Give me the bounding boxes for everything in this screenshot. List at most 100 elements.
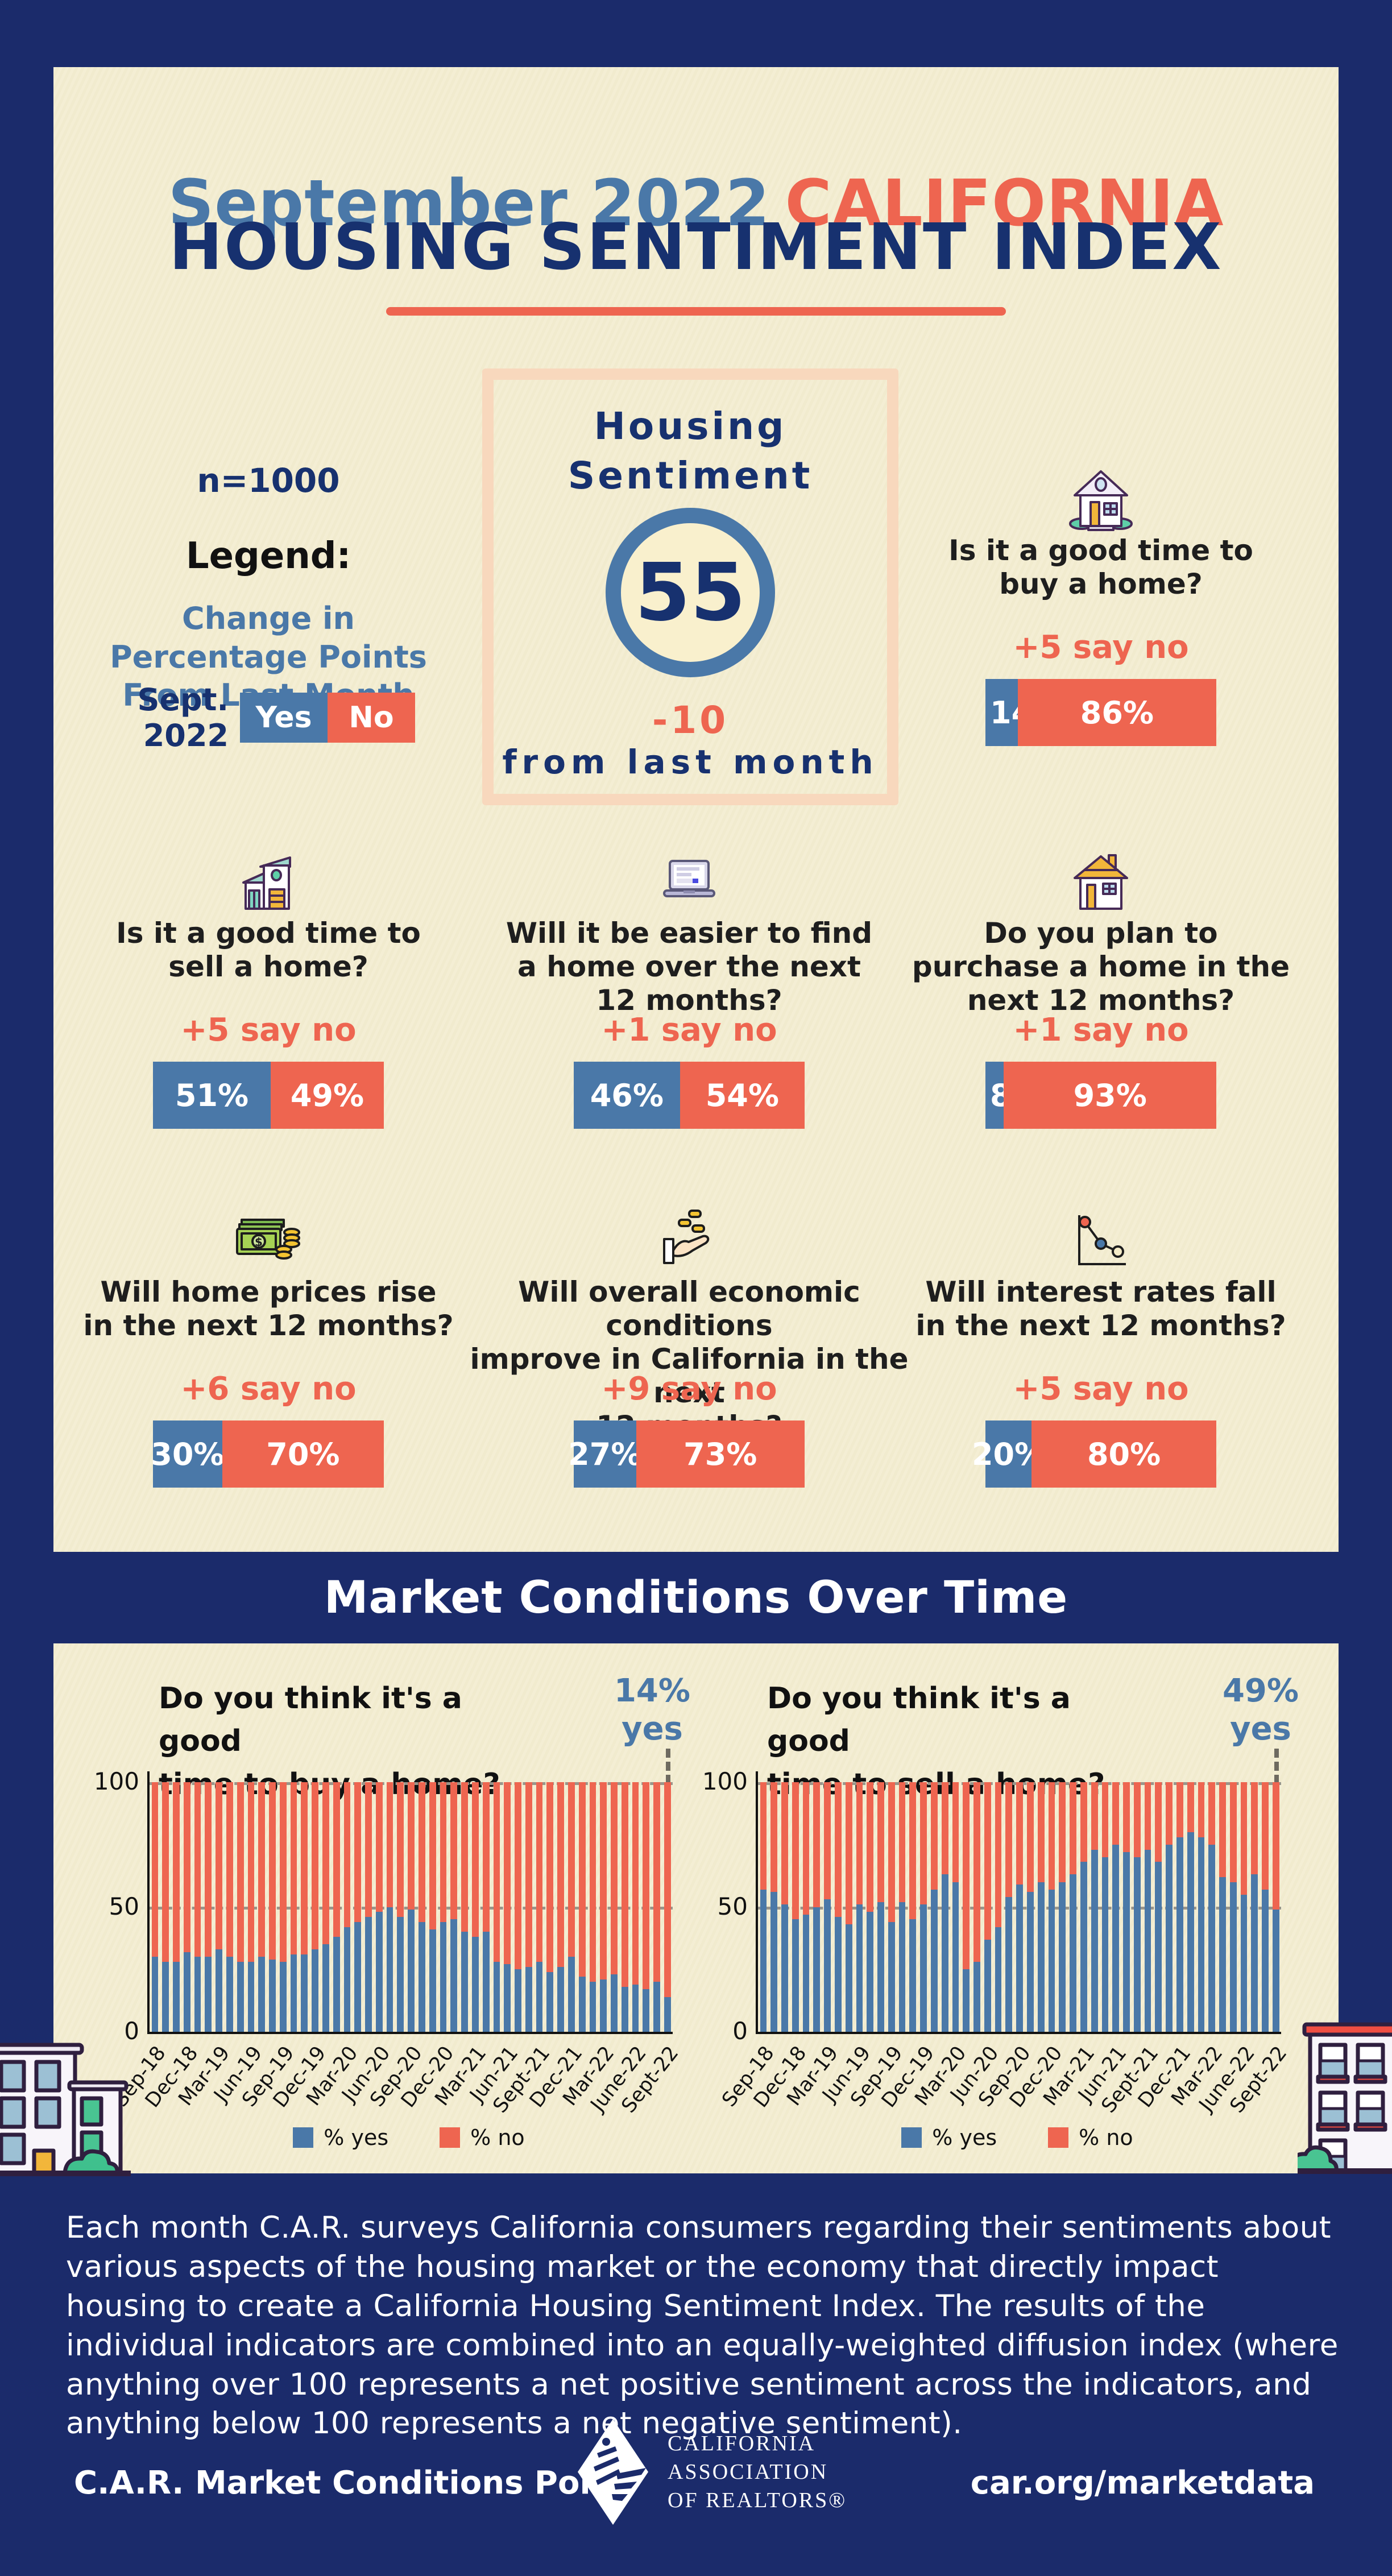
yes-segment: 14% — [985, 679, 1063, 746]
logo-line-3: OF REALTORS® — [668, 2488, 847, 2512]
logo-line-2: ASSOCIATION — [668, 2460, 828, 2484]
no-value: 54% — [705, 1077, 779, 1113]
annotation-caption: yes — [622, 1711, 683, 1748]
plot-area: 100 50 0 — [94, 1767, 673, 2045]
no-swatch — [1048, 2127, 1069, 2148]
yes-segment: 8% — [985, 1062, 1042, 1129]
no-value: 70% — [266, 1436, 340, 1472]
sample-size: n=1000 — [197, 461, 340, 500]
legend-item-yes: % yes — [293, 2125, 388, 2150]
purchase-home-icon — [845, 848, 1357, 917]
chart-annotation: 14% yes — [614, 1672, 690, 1748]
title-divider — [386, 307, 1006, 316]
page-title-line2: HOUSING SENTIMENT INDEX — [169, 210, 1223, 284]
footer: Each month C.A.R. surveys California con… — [0, 2173, 1392, 2576]
annotation-dashed-line — [666, 1749, 670, 1784]
question-delta: +1 say no — [1013, 1012, 1189, 1049]
no-value: 80% — [1087, 1436, 1161, 1472]
question-delta: +1 say no — [601, 1012, 777, 1049]
legend-key-row: Sept. 2022 Yes No — [76, 682, 415, 753]
legend-yes-label: % yes — [324, 2125, 389, 2150]
laptop-icon — [433, 848, 945, 917]
page-title-line1: September 2022 CALIFORNIA — [53, 167, 1339, 241]
no-segment: 93% — [1004, 1062, 1216, 1129]
question-card-prices: $ Will home prices rise in the next 12 m… — [13, 1207, 524, 1497]
yes-no-bar: 27% 73% — [568, 1420, 805, 1488]
no-segment: 86% — [1017, 679, 1216, 746]
yes-segment: 20% — [972, 1420, 1045, 1488]
question-card-rates: Will interest rates fall in the next 12 … — [845, 1207, 1357, 1497]
housing-sentiment-gauge: Housing Sentiment 55 -10 from last month — [482, 368, 898, 805]
no-value: 93% — [1073, 1077, 1147, 1113]
money-icon: $ — [13, 1207, 524, 1275]
legend-yes-box: Yes — [240, 693, 328, 743]
section-band: Market Conditions Over Time — [0, 1552, 1392, 1643]
market-data-link[interactable]: car.org/marketdata — [970, 2465, 1315, 2502]
no-segment: 54% — [680, 1062, 805, 1129]
question-delta: +5 say no — [1013, 1370, 1189, 1407]
question-text: Will it be easier to find a home over th… — [506, 917, 873, 1017]
question-card-purchase: Do you plan to purchase a home in the ne… — [845, 848, 1357, 1138]
buy-home-time-series-chart: Do you think it's a good time to buy a h… — [88, 1669, 702, 2169]
declining-chart-icon — [845, 1207, 1357, 1275]
question-card-sell: Is it a good time to sell a home? +5 say… — [13, 848, 524, 1138]
question-text: Will interest rates fall in the next 12 … — [915, 1275, 1286, 1342]
legend-no-label: % no — [1079, 2125, 1133, 2150]
yes-swatch — [901, 2127, 922, 2148]
buy-home-icon — [845, 466, 1357, 534]
sell-home-time-series-chart: Do you think it's a good time to sell a … — [696, 1669, 1310, 2169]
question-delta: +6 say no — [180, 1370, 357, 1407]
x-axis-labels: Sep-18 Dec-18 Mar-19 Jun-19 Sep-19 Dec-19 Mar-… — [718, 2042, 1292, 2118]
no-value: 49% — [290, 1077, 364, 1113]
annotation-dashed-line — [1274, 1749, 1279, 1784]
yes-value: 27% — [568, 1436, 642, 1472]
gauge-delta-caption: from last month — [502, 743, 879, 781]
car-logo: CALIFORNIA ASSOCIATION OF REALTORS® — [573, 2418, 847, 2526]
car-logo-text: CALIFORNIA ASSOCIATION OF REALTORS® — [668, 2431, 847, 2513]
top-panel: September 2022 CALIFORNIA HOUSING SENTIME… — [53, 67, 1339, 1552]
yes-no-bar: 14% 86% — [985, 679, 1216, 746]
yes-segment: 30% — [151, 1420, 225, 1488]
yes-value: 46% — [590, 1077, 664, 1113]
chart-annotation: 49% yes — [1223, 1672, 1299, 1748]
no-value: 73% — [683, 1436, 757, 1472]
chart-legend: % yes % no — [756, 2125, 1279, 2150]
no-value: 86% — [1080, 694, 1154, 731]
yes-no-bar: 20% 80% — [972, 1420, 1216, 1488]
annotation-value: 49% — [1222, 1672, 1299, 1709]
svg-text:$: $ — [255, 1235, 263, 1249]
yes-segment: 51% — [153, 1062, 271, 1129]
no-segment: 49% — [271, 1062, 384, 1129]
yes-no-bar: 8% 93% — [985, 1062, 1216, 1129]
question-card-economy: Will overall economic conditions improve… — [433, 1207, 945, 1497]
question-text: Do you plan to purchase a home in the ne… — [912, 917, 1290, 1017]
sell-home-icon — [13, 848, 524, 917]
yes-swatch — [293, 2127, 314, 2148]
annotation-value: 14% — [614, 1672, 690, 1709]
question-delta: +9 say no — [601, 1370, 777, 1407]
no-swatch — [440, 2127, 461, 2148]
legend-heading: Legend: — [185, 535, 351, 577]
band-title: Market Conditions Over Time — [324, 1572, 1068, 1624]
no-segment: 80% — [1031, 1420, 1216, 1488]
no-segment: 73% — [636, 1420, 805, 1488]
legend-yes-label: % yes — [932, 2125, 997, 2150]
poll-label: C.A.R. Market Conditions Poll — [74, 2465, 602, 2502]
title-state: CALIFORNIA — [785, 167, 1224, 241]
building-left-illustration — [0, 2028, 140, 2179]
legend-item-yes: % yes — [901, 2125, 997, 2150]
gauge-value: 55 — [635, 546, 746, 639]
stacked-bars — [150, 1782, 673, 2032]
question-text: Will home prices rise in the next 12 mon… — [83, 1275, 454, 1342]
yes-segment: 46% — [574, 1062, 680, 1129]
legend-item-no: % no — [1048, 2125, 1133, 2150]
title-month: September 2022 — [168, 167, 770, 241]
annotation-caption: yes — [1230, 1711, 1291, 1748]
question-delta: +5 say no — [1013, 629, 1189, 666]
yes-no-bar: 51% 49% — [153, 1062, 384, 1129]
building-right-illustration — [1287, 2020, 1392, 2177]
question-card-find: Will it be easier to find a home over th… — [433, 848, 945, 1138]
yes-no-bar: 30% 70% — [151, 1420, 384, 1488]
yes-segment: 27% — [568, 1420, 641, 1488]
no-segment: 70% — [222, 1420, 384, 1488]
